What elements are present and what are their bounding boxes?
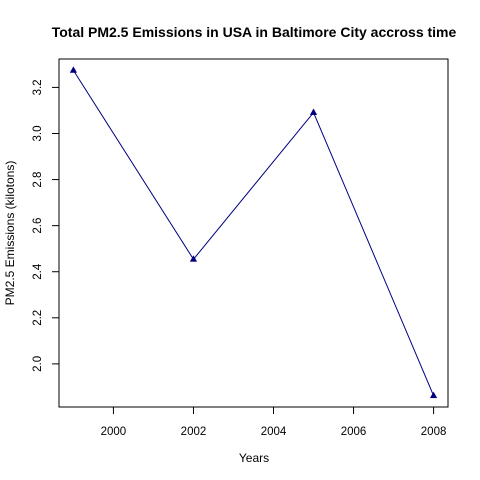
y-axis: 2.0 2.2 2.4 2.6 2.8 3.0 3.2 bbox=[32, 79, 59, 372]
data-point-marker bbox=[189, 255, 198, 262]
y-tick-label: 3.0 bbox=[32, 125, 44, 141]
x-tick-label: 2002 bbox=[181, 426, 207, 438]
y-tick-label: 2.2 bbox=[32, 310, 44, 326]
x-tick-label: 2006 bbox=[341, 426, 367, 438]
y-tick-label: 2.8 bbox=[32, 172, 44, 188]
data-point-marker bbox=[309, 108, 318, 115]
series-line bbox=[72, 70, 435, 396]
x-tick-label: 2004 bbox=[261, 426, 287, 438]
x-axis-label: Years bbox=[239, 451, 269, 465]
y-tick-label: 3.2 bbox=[32, 79, 44, 95]
y-axis-label: PM2.5 Emissions (kilotons) bbox=[3, 161, 17, 306]
data-point-marker bbox=[429, 391, 438, 399]
y-tick-label: 2.6 bbox=[32, 218, 44, 234]
x-axis: 2000 2002 2004 2006 2008 bbox=[101, 407, 447, 438]
y-tick-label: 2.4 bbox=[32, 263, 44, 280]
series-layer bbox=[69, 66, 438, 399]
chart-title: Total PM2.5 Emissions in USA in Baltimor… bbox=[52, 24, 457, 40]
data-point-marker bbox=[69, 66, 78, 73]
plot-area-frame bbox=[58, 58, 449, 408]
x-tick-label: 2008 bbox=[421, 426, 447, 438]
y-tick-label: 2.0 bbox=[32, 356, 44, 372]
x-tick-label: 2000 bbox=[101, 426, 127, 438]
